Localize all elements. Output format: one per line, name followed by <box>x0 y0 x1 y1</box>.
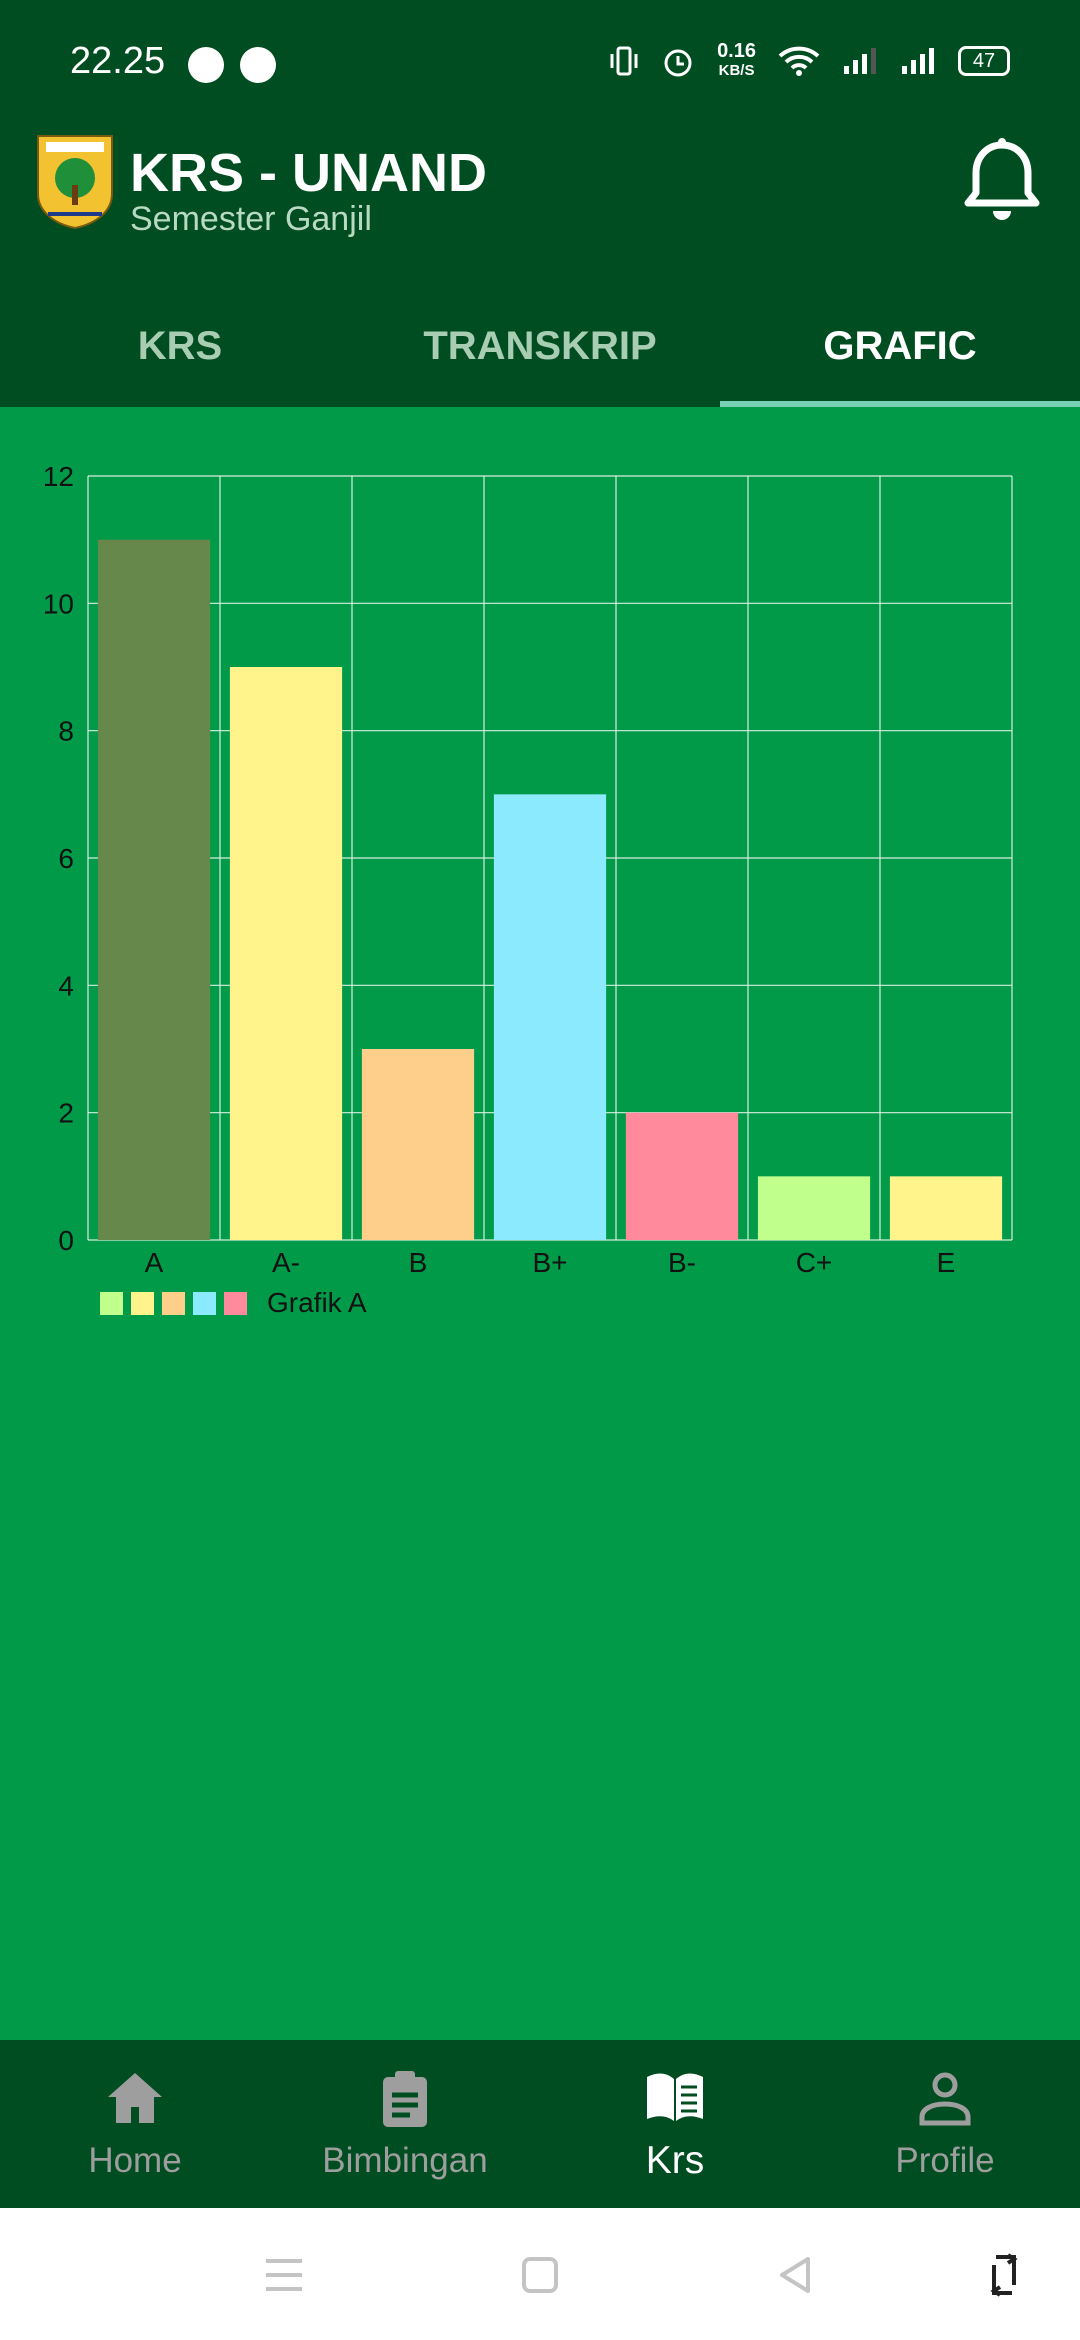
nav-bimbingan[interactable]: Bimbingan <box>270 2040 540 2208</box>
x-tick-label: E <box>937 1247 956 1278</box>
nav-krs-label: Krs <box>645 2139 705 2182</box>
whatsapp-icon <box>240 47 276 83</box>
y-tick-label: 10 <box>43 588 74 619</box>
alarm-icon <box>664 49 692 77</box>
x-tick-label: A- <box>272 1247 300 1278</box>
tab-grafic[interactable]: GRAFIC <box>720 285 1080 407</box>
legend-swatch <box>162 1291 185 1315</box>
bar-bminus <box>625 1112 739 1240</box>
battery-icon: 47 <box>958 46 1010 76</box>
bar-aminus <box>229 667 343 1240</box>
y-tick-label: 12 <box>43 461 74 492</box>
bell-icon[interactable] <box>962 135 1042 225</box>
legend-swatch <box>131 1291 154 1315</box>
nav-home-label: Home <box>88 2141 182 2180</box>
nav-krs[interactable]: Krs <box>540 2040 810 2208</box>
x-tick-label: B <box>409 1247 428 1278</box>
book-icon <box>647 2073 703 2121</box>
x-tick-label: B- <box>668 1247 696 1278</box>
system-nav-bar <box>0 2208 1080 2340</box>
status-time: 22.25 <box>70 40 166 82</box>
bar-cplus <box>757 1176 871 1240</box>
x-tick-label: B+ <box>532 1247 567 1278</box>
y-tick-label: 4 <box>58 970 74 1001</box>
nav-bimbingan-label: Bimbingan <box>322 2141 488 2180</box>
signal-icon <box>902 48 934 74</box>
x-tick-label: C+ <box>796 1247 833 1278</box>
x-tick-label: A <box>145 1247 164 1278</box>
network-speed-value: 0.16 <box>717 40 756 62</box>
network-speed-unit: KB/S <box>718 62 755 79</box>
tab-krs[interactable]: KRS <box>137 323 223 368</box>
status-icons: 0.16 KB/S 47 <box>609 40 1010 80</box>
tab-transkrip[interactable]: TRANSKRIP <box>423 323 657 368</box>
chart-svg: 0 2 4 6 8 10 12 A A- B B+ B- C+ E <box>43 461 1013 1278</box>
person-icon <box>919 2072 971 2126</box>
legend-swatch <box>224 1291 247 1315</box>
chart-legend: Grafik A <box>100 1287 367 1319</box>
app-header: KRS - UNAND Semester Ganjil <box>0 120 1080 285</box>
status-bar: 22.25 0.16 KB/S 47 <box>0 0 1080 120</box>
app-subtitle: Semester Ganjil <box>130 200 372 238</box>
legend-swatch <box>100 1291 123 1315</box>
bar-a <box>97 539 211 1240</box>
tab-bar: KRS TRANSKRIP GRAFIC <box>0 285 1080 407</box>
bar-chart: 0 2 4 6 8 10 12 A A- B B+ B- C+ E <box>0 410 1080 1340</box>
y-tick-label: 2 <box>58 1098 74 1129</box>
nav-profile-label: Profile <box>895 2141 995 2180</box>
menu-icon[interactable] <box>262 2253 306 2297</box>
y-tick-label: 0 <box>58 1225 74 1256</box>
app-title: KRS - UNAND <box>130 143 487 203</box>
back-icon[interactable] <box>774 2253 818 2297</box>
bottom-nav: Home Bimbingan Krs Profile <box>0 2040 1080 2208</box>
bar-b <box>361 1049 475 1240</box>
wifi-icon <box>778 46 820 76</box>
bar-e <box>889 1176 1003 1240</box>
legend-swatch <box>193 1291 216 1315</box>
nav-home[interactable]: Home <box>0 2040 270 2208</box>
vibrate-icon <box>610 46 638 76</box>
home-icon <box>108 2073 162 2123</box>
y-tick-label: 6 <box>58 843 74 874</box>
home-square-icon[interactable] <box>518 2253 562 2297</box>
rotate-icon[interactable] <box>982 2253 1026 2297</box>
y-tick-label: 8 <box>58 716 74 747</box>
unand-logo <box>37 135 113 230</box>
clipboard-icon <box>383 2071 427 2127</box>
bar-bplus <box>493 794 607 1240</box>
telegram-icon <box>188 47 224 83</box>
legend-label: Grafik A <box>267 1287 367 1318</box>
nav-profile[interactable]: Profile <box>810 2040 1080 2208</box>
network-speed: 0.16 KB/S <box>717 40 756 80</box>
signal-icon <box>844 48 876 74</box>
